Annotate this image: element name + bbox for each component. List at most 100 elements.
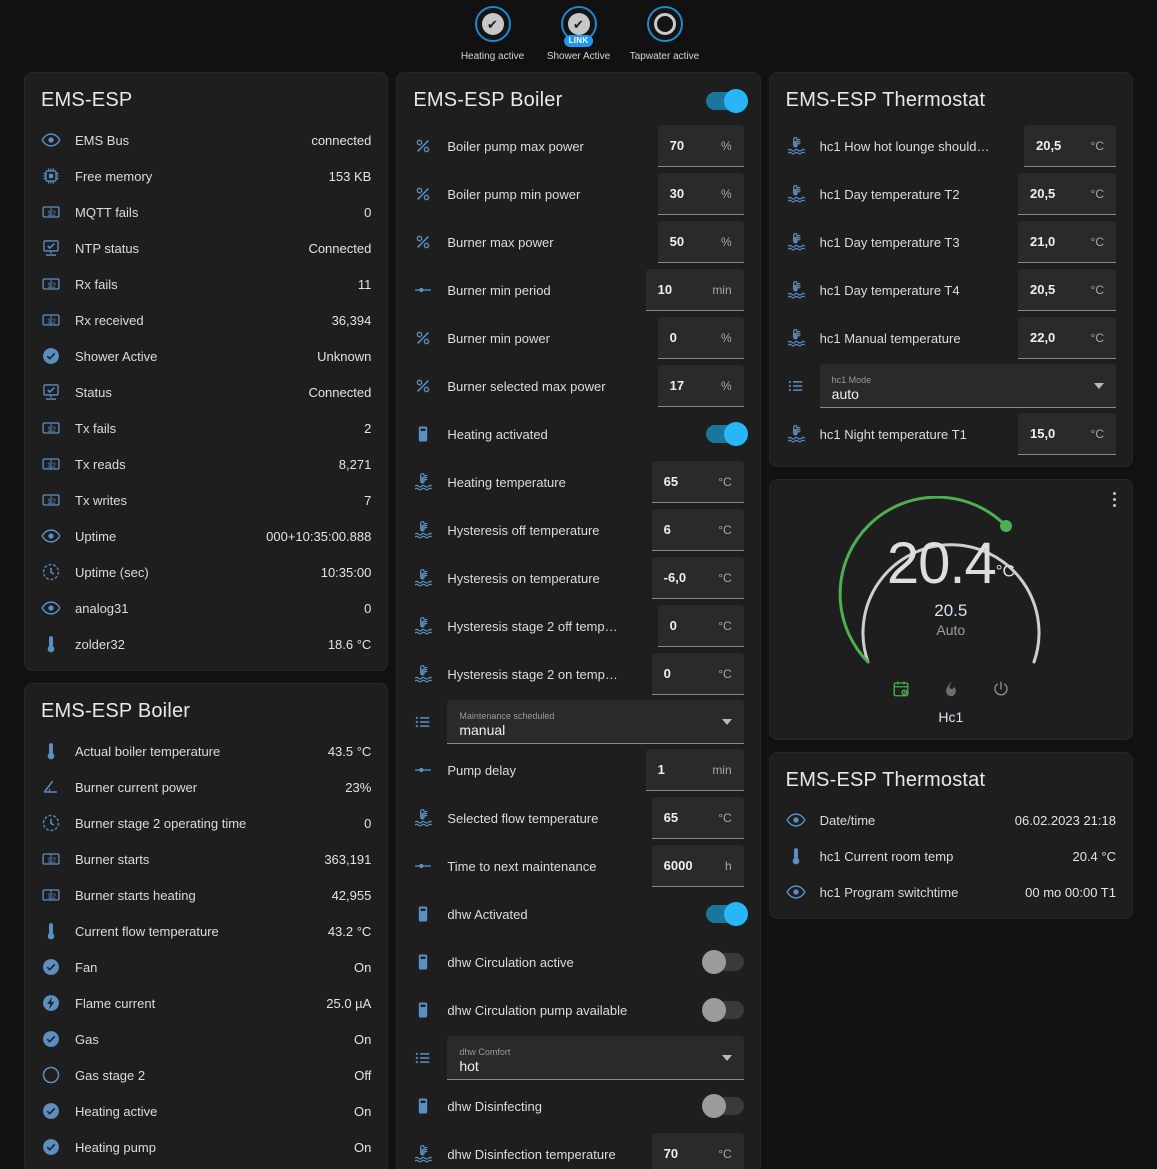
row-value: Unknown	[317, 348, 372, 364]
page-title: EMS-ESP	[41, 89, 133, 111]
value-input[interactable]: 0 °C	[657, 605, 744, 647]
input-value: 10	[657, 282, 673, 297]
input-unit: °C	[718, 618, 732, 633]
select-label: Maintenance scheduled	[459, 710, 555, 721]
chevron-down-icon	[1093, 382, 1104, 389]
value-input[interactable]: 20,5 °C	[1023, 125, 1116, 167]
control-row: hc1 Mode auto	[770, 362, 1132, 410]
table-row: Heating active On	[25, 1093, 387, 1129]
input-value: 70	[669, 138, 685, 153]
value-input[interactable]: 65 °C	[651, 797, 744, 839]
svg-text:1: 1	[47, 855, 51, 864]
thermostat-dial[interactable]: 20.4°C 20.5 Auto	[811, 495, 1091, 676]
chip-ring	[646, 6, 683, 42]
value-input[interactable]: 70%	[657, 125, 744, 167]
dropdown-select[interactable]: hc1 Mode auto	[819, 364, 1116, 408]
row-value: 43.2 °C	[327, 923, 372, 939]
row-value: On	[353, 1103, 372, 1119]
table-row: Actual boiler temperature 43.5 °C	[25, 733, 387, 769]
card-header: EMS-ESP Boiler	[397, 73, 759, 122]
value-input[interactable]: 21,0 °C	[1017, 221, 1116, 263]
control-label: Hysteresis off temperature	[447, 522, 600, 538]
eye-icon	[41, 526, 75, 546]
card-ems-esp-boiler-controls: EMS-ESP Boiler Boiler pump max power 70% B…	[396, 72, 761, 1169]
value-input[interactable]: 15,0 °C	[1017, 413, 1116, 455]
row-value: 153 KB	[328, 168, 372, 184]
select-label: hc1 Mode	[831, 374, 872, 385]
coolant-temp-icon	[786, 184, 820, 204]
list-icon	[413, 712, 447, 732]
input-value: 21,0	[1029, 234, 1056, 249]
control-label: Burner selected max power	[447, 378, 606, 394]
status-chip-tapwater-active[interactable]: Tapwater active	[629, 6, 701, 63]
row-label: Fan	[75, 959, 98, 975]
control-row: dhw Disinfection temperature 70 °C	[397, 1130, 759, 1169]
lan-check-icon	[41, 238, 75, 258]
flame-icon[interactable]	[942, 680, 960, 703]
status-badge: LINK	[563, 35, 594, 47]
value-input[interactable]: 17%	[657, 365, 744, 407]
row-label: Heating active	[75, 1103, 158, 1119]
value-input[interactable]: 30%	[657, 173, 744, 215]
boiler-card-toggle[interactable]	[705, 88, 748, 113]
input-value: 1	[657, 762, 665, 777]
tune-icon	[413, 856, 447, 876]
more-vert-icon[interactable]	[1112, 492, 1116, 507]
value-input[interactable]: 65 °C	[651, 461, 744, 503]
value-input[interactable]: 22,0 °C	[1017, 317, 1116, 359]
toggle-switch[interactable]	[701, 1094, 744, 1118]
select-value: auto	[831, 385, 859, 402]
toggle-switch[interactable]	[701, 998, 744, 1022]
check-icon: ✔	[567, 13, 590, 35]
dial-unit: °C	[995, 561, 1015, 581]
value-input[interactable]: -6,0 °C	[651, 557, 744, 599]
control-label: Hysteresis stage 2 off temp…	[447, 618, 618, 634]
toggle-switch[interactable]	[705, 422, 748, 446]
status-chip-heating-active[interactable]: ✔ Heating active	[457, 6, 529, 63]
chip-label: Tapwater active	[629, 51, 700, 62]
row-label: Tx fails	[75, 420, 117, 436]
table-row: Uptime (sec) 10:35:00	[25, 554, 387, 590]
dial-action-bar	[770, 680, 1132, 703]
value-input[interactable]: 20,5 °C	[1017, 269, 1116, 311]
chip-ring: ✔ LINK	[560, 6, 597, 47]
card-title: EMS-ESP Boiler	[41, 700, 191, 722]
svg-text:2: 2	[52, 208, 56, 217]
coolant-temp-icon	[413, 664, 447, 684]
value-input[interactable]: 50%	[657, 221, 744, 263]
card-header: EMS-ESP Thermostat	[770, 753, 1132, 802]
thermometer-icon	[41, 741, 75, 761]
value-input[interactable]: 10 min	[645, 269, 744, 311]
power-icon[interactable]	[992, 680, 1010, 703]
dropdown-select[interactable]: Maintenance scheduled manual	[447, 700, 744, 744]
value-input[interactable]: 0 °C	[651, 653, 744, 695]
table-row: Uptime 000+10:35:00.888	[25, 518, 387, 554]
column-left: EMS-ESP EMS Bus connected Free memory 153 K…	[24, 72, 389, 1169]
input-unit: °C	[1090, 138, 1104, 153]
svg-text:2: 2	[52, 855, 56, 864]
status-chip-shower-active[interactable]: ✔ LINK Shower Active	[543, 6, 615, 63]
control-row: Burner min period 10 min	[397, 266, 759, 314]
toggle-switch[interactable]	[705, 902, 748, 926]
value-input[interactable]: 1 min	[645, 749, 744, 791]
input-unit: °C	[1090, 282, 1104, 297]
dropdown-select[interactable]: dhw Comfort hot	[447, 1036, 744, 1080]
input-value: 65	[663, 810, 679, 825]
value-input[interactable]: 6 °C	[651, 509, 744, 551]
value-input[interactable]: 70 °C	[651, 1133, 744, 1169]
percent-icon	[413, 232, 447, 252]
card-thermostat-dial: 20.4°C 20.5 Auto	[768, 479, 1133, 740]
input-value: 20,5	[1035, 138, 1062, 153]
value-input[interactable]: 20,5 °C	[1017, 173, 1116, 215]
value-input[interactable]: 6000 h	[651, 845, 744, 887]
clock-icon	[41, 813, 75, 833]
select-label: dhw Comfort	[459, 1046, 511, 1057]
toggle-switch[interactable]	[701, 950, 744, 974]
control-label: hc1 Day temperature T3	[819, 234, 960, 250]
calendar-clock-icon[interactable]	[892, 680, 910, 703]
control-row: Selected flow temperature 65 °C	[397, 794, 759, 842]
table-row: Fan On	[25, 949, 387, 985]
thermostat-info-rows: Date/time 06.02.2023 21:18 hc1 Current roo…	[770, 802, 1132, 910]
control-label: Burner min period	[447, 282, 551, 298]
value-input[interactable]: 0%	[657, 317, 744, 359]
